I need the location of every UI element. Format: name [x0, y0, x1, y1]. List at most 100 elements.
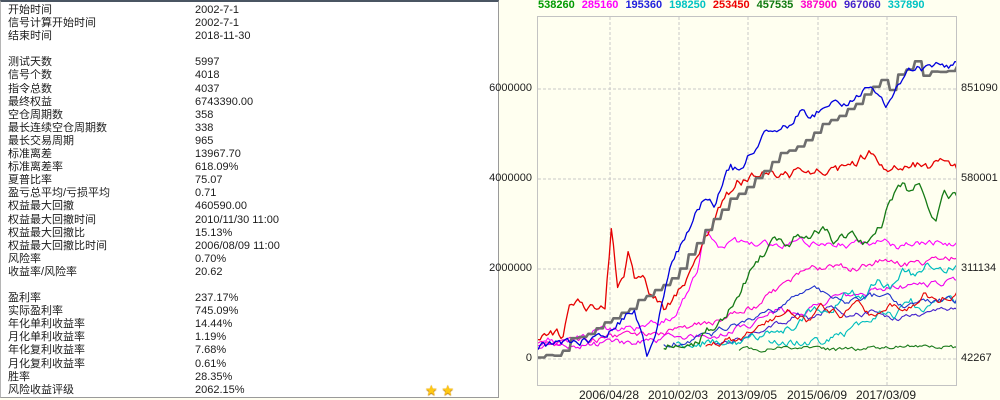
table-row: 权益最大回撤时间 2010/11/30 11:00 [1, 214, 498, 227]
stat-value: 2002-7-1 [195, 4, 240, 16]
series-gray-equity [538, 59, 956, 359]
table-row: 测试天数 5997 [1, 56, 498, 69]
stat-value: 6743390.00 [195, 95, 254, 108]
table-row: 盈利率 237.17% [1, 292, 498, 305]
stat-label: 测试天数 [8, 56, 52, 69]
stat-value: 460590.00 [195, 200, 247, 213]
legend-value: 285160 [581, 0, 619, 11]
table-row: 最长连续空仓周期数 338 [1, 122, 498, 135]
stat-label: 胜率 [8, 370, 30, 383]
stat-value: 0.70% [195, 252, 227, 265]
stat-value [195, 279, 498, 292]
table-row: 标准离差率 618.09% [1, 161, 498, 174]
stat-label: 空仓周期数 [8, 108, 63, 121]
table-row: 月化单利收益率 1.19% [1, 331, 498, 344]
stat-label: 标准离差 [8, 148, 52, 161]
stat-value: 965 [195, 134, 214, 147]
y-axis-right-tick: 311134 [961, 262, 997, 274]
series-cyan-lower [768, 295, 956, 347]
table-row: 信号计算开始时间 2002-7-1 [1, 17, 498, 30]
legend-value: 457535 [756, 0, 794, 11]
stat-label: 开始时间 [8, 4, 52, 16]
x-axis-tick: 2015/06/09 [786, 388, 848, 400]
stat-value: 2002-7-1 [195, 17, 240, 30]
y-axis-left-tick: 4000000 [489, 172, 532, 184]
stat-value: 745.09% [195, 305, 239, 318]
equity-curve-plot [537, 16, 957, 386]
stat-value: 4018 [195, 69, 220, 82]
table-row: 夏普比率 75.07 [1, 174, 498, 187]
y-axis-left-tick: 6000000 [489, 82, 532, 94]
stat-value: 5997 [195, 56, 220, 69]
table-row: 最长交易周期 965 [1, 135, 498, 148]
stat-label: 风险收益评级 [8, 383, 74, 396]
table-row: 开始时间 2002-7-1 [1, 4, 498, 17]
y-axis-right-tick: 851090 [961, 82, 998, 94]
stat-label: 指令总数 [8, 82, 52, 95]
stat-label: 夏普比率 [8, 174, 52, 187]
stat-label: 盈利率 [8, 292, 41, 305]
table-row: 年化单利收益率 14.44% [1, 318, 498, 331]
table-row: 盈亏总平均/亏损平均 0.71 [1, 187, 498, 200]
stat-label: 标准离差率 [8, 161, 63, 174]
table-row: 实际盈利率 745.09% [1, 305, 498, 318]
table-row: 权益最大回撤比时间 2006/08/09 11:00 [1, 240, 498, 253]
stat-label: 实际盈利率 [8, 305, 63, 318]
x-axis-tick: 2006/04/28 [578, 388, 640, 400]
legend-value: 387900 [800, 0, 838, 11]
stat-value: 13967.70 [195, 148, 241, 161]
series-magenta-mid [538, 256, 956, 347]
table-row: 风险收益评级 2062.15% [1, 384, 498, 397]
stat-value: 358 [195, 108, 214, 121]
stat-value [195, 43, 498, 56]
y-axis-left-tick: 2000000 [489, 262, 532, 274]
table-row: 信号个数 4018 [1, 69, 498, 82]
equity-curve-svg [538, 17, 956, 385]
legend-value: 337890 [887, 0, 925, 11]
x-axis-tick: 2017/03/09 [855, 388, 917, 400]
legend-value: 967060 [844, 0, 881, 11]
stat-label [1, 43, 195, 56]
stats-panel: 开始时间 2002-7-1 信号计算开始时间 2002-7-1 结束时间 201… [0, 0, 499, 398]
stat-label: 权益最大回撤时间 [8, 213, 96, 226]
series-blue-main [538, 60, 956, 357]
series-blue-lower [663, 285, 956, 348]
stat-value: 7.68% [195, 344, 227, 357]
stat-value: 237.17% [195, 292, 239, 305]
stat-label: 最长交易周期 [8, 134, 74, 147]
y-axis-left-tick: 0 [525, 352, 532, 364]
stat-value: 14.44% [195, 318, 233, 331]
stat-label: 最长连续空仓周期数 [8, 121, 107, 134]
series-green-low [738, 344, 956, 353]
y-axis-right-tick: 580001 [961, 172, 998, 184]
stat-label: 月化复利收益率 [8, 357, 85, 370]
series-green-main [663, 182, 956, 350]
stat-label: 信号个数 [8, 69, 52, 82]
table-row: 指令总数 4037 [1, 83, 498, 96]
table-row: 收益率/风险率 20.62 [1, 266, 498, 279]
stats-table: 开始时间 2002-7-1 信号计算开始时间 2002-7-1 结束时间 201… [1, 4, 498, 397]
table-row: 结束时间 2018-11-30 [1, 30, 498, 43]
stat-label [1, 279, 195, 292]
table-row [1, 43, 498, 56]
stat-label: 月化单利收益率 [8, 331, 85, 344]
series-red-lower [705, 292, 956, 347]
x-axis-tick: 2013/09/05 [716, 388, 778, 400]
table-row: 月化复利收益率 0.61% [1, 358, 498, 371]
table-row: 风险率 0.70% [1, 253, 498, 266]
stat-value: 75.07 [195, 174, 223, 187]
stat-value: 2006/08/09 11:00 [195, 239, 280, 252]
rating-stars-icon: ★★ [425, 382, 459, 398]
stat-label: 权益最大回撤 [8, 200, 74, 213]
table-row: 权益最大回撤比 15.13% [1, 227, 498, 240]
x-axis-tick: 2010/02/03 [647, 388, 709, 400]
stat-value: 2062.15% [195, 383, 245, 396]
stat-value: 0.61% [195, 357, 227, 370]
table-row: 权益最大回撤 460590.00 [1, 200, 498, 213]
legend-value: 198250 [669, 0, 706, 11]
table-row [1, 279, 498, 292]
stat-value: 20.62 [195, 265, 223, 278]
stat-label: 信号计算开始时间 [8, 17, 96, 30]
legend-value: 253450 [712, 0, 750, 11]
legend-value: 195360 [625, 0, 663, 11]
